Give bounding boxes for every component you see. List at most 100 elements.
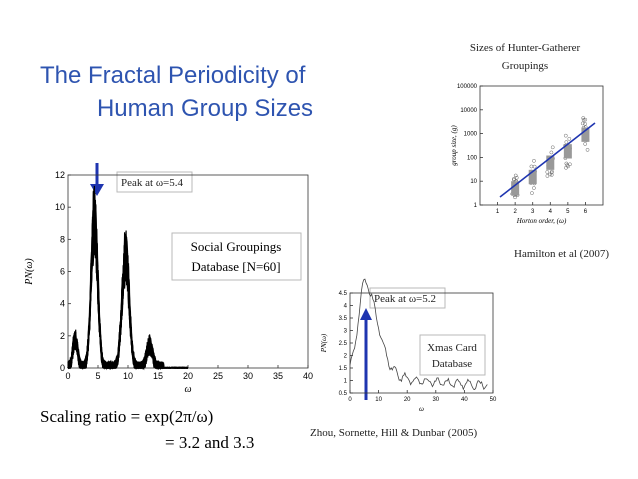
y-tick-label: 10 [55, 202, 65, 212]
x-tick-label: 20 [404, 397, 411, 403]
scatter-dot [583, 121, 587, 126]
scatter-dot [548, 172, 552, 177]
x-tick-label: 10 [375, 397, 382, 403]
arrow-head [90, 184, 104, 196]
x-tick-label: 0 [348, 397, 352, 403]
y-tick-label: 6 [60, 267, 65, 277]
chart-title: Groupings [502, 60, 548, 72]
x-tick-label: 40 [461, 397, 468, 403]
y-tick-label: 1000 [464, 132, 478, 138]
y-tick-label: 10 [470, 179, 477, 185]
scatter-dot [581, 118, 586, 122]
scatter-dot [563, 133, 568, 138]
scatter-dot [529, 164, 534, 169]
x-tick-label: 10 [123, 371, 133, 381]
box [528, 169, 537, 185]
title-line: The Fractal Periodicity of [40, 62, 306, 89]
database-label: Social Groupings [191, 239, 282, 254]
scatter-dot [513, 195, 517, 200]
database-label: Database [N=60] [191, 259, 280, 274]
scaling-formula: Scaling ratio = exp(2π/ω) [40, 407, 213, 426]
y-tick-label: 1 [474, 203, 478, 209]
x-tick-label: 30 [432, 397, 439, 403]
scatter-dot [549, 150, 554, 155]
x-tick-label: 2 [513, 209, 517, 215]
x-tick-label: 20 [183, 371, 193, 381]
x-tick-label: 1 [496, 209, 500, 215]
y-tick-label: 0 [60, 363, 65, 373]
spectrum-curve [349, 278, 488, 391]
title-line: Human Group Sizes [97, 95, 313, 122]
x-tick-label: 40 [303, 371, 313, 381]
y-tick-label: 100000 [457, 84, 478, 90]
scatter-dot [532, 164, 537, 169]
scatter-dot [512, 176, 516, 181]
y-tick-label: 12 [55, 170, 65, 180]
y-tick-label: 4 [60, 299, 65, 309]
spectrum-curve [67, 204, 188, 370]
database-label: Xmas Card [427, 342, 477, 354]
scatter-dot [583, 142, 588, 146]
label-box [419, 334, 486, 376]
x-tick-label: 30 [243, 371, 253, 381]
y-tick-label: 8 [60, 234, 65, 244]
scatter-dot [585, 147, 590, 152]
trend-line [499, 122, 596, 198]
y-tick-label: 4.5 [339, 291, 348, 297]
y-tick-label: 100 [467, 155, 478, 161]
scatter-dot [549, 173, 554, 177]
peak-label: Peak at ω=5.4 [121, 177, 184, 189]
y-tick-label: 4 [344, 304, 348, 310]
box [546, 155, 555, 170]
label-box [116, 171, 193, 193]
citation: Hamilton et al (2007) [514, 248, 609, 260]
scatter-dot [581, 116, 586, 120]
scatter-dot [566, 164, 570, 169]
scatter-dot [513, 173, 518, 178]
x-tick-label: 5 [95, 371, 100, 381]
y-tick-label: 1 [344, 379, 348, 385]
scatter-dot [545, 170, 550, 174]
scatter-dot [564, 140, 569, 144]
x-tick-label: 5 [566, 209, 570, 215]
scatter-dot [532, 158, 536, 163]
x-axis-label: ω [184, 384, 191, 395]
x-tick-label: 15 [153, 371, 163, 381]
arrow-head [360, 308, 372, 320]
scatter-dot [580, 121, 585, 126]
x-tick-label: 50 [490, 397, 497, 403]
box [563, 144, 572, 159]
y-tick-label: 1.5 [339, 366, 348, 372]
citation: Zhou, Sornette, Hill & Dunbar (2005) [310, 427, 477, 439]
x-tick-label: 3 [531, 209, 535, 215]
scatter-dot [550, 145, 555, 150]
y-axis-label: PN(ω) [320, 333, 328, 353]
x-axis-label: Horton order, (ω) [516, 217, 567, 225]
y-axis-label: group size, (g) [450, 125, 458, 166]
y-tick-label: 10000 [460, 108, 477, 114]
y-tick-label: 0.5 [339, 391, 348, 397]
scatter-dot [530, 191, 534, 195]
y-axis-label: PN(ω) [24, 258, 35, 286]
peak-label: Peak at ω=5.2 [374, 293, 436, 305]
chart-title: Sizes of Hunter-Gatherer [470, 42, 581, 54]
box [511, 181, 520, 196]
x-tick-label: 4 [549, 209, 553, 215]
x-tick-label: 6 [584, 209, 588, 215]
scatter-dot [565, 163, 570, 168]
box [581, 127, 590, 142]
y-tick-label: 3.5 [339, 316, 348, 322]
scatter-dot [567, 137, 572, 141]
database-label: Database [432, 358, 472, 370]
label-box [171, 232, 302, 281]
scaling-result: = 3.2 and 3.3 [165, 433, 254, 452]
x-axis-label: ω [419, 405, 424, 413]
plot-frame [479, 85, 604, 206]
y-tick-label: 3 [344, 329, 348, 335]
y-tick-label: 2 [344, 354, 348, 360]
y-tick-label: 2.5 [339, 341, 348, 347]
scatter-dot [532, 186, 536, 190]
x-tick-label: 25 [213, 371, 223, 381]
x-tick-label: 35 [273, 371, 283, 381]
